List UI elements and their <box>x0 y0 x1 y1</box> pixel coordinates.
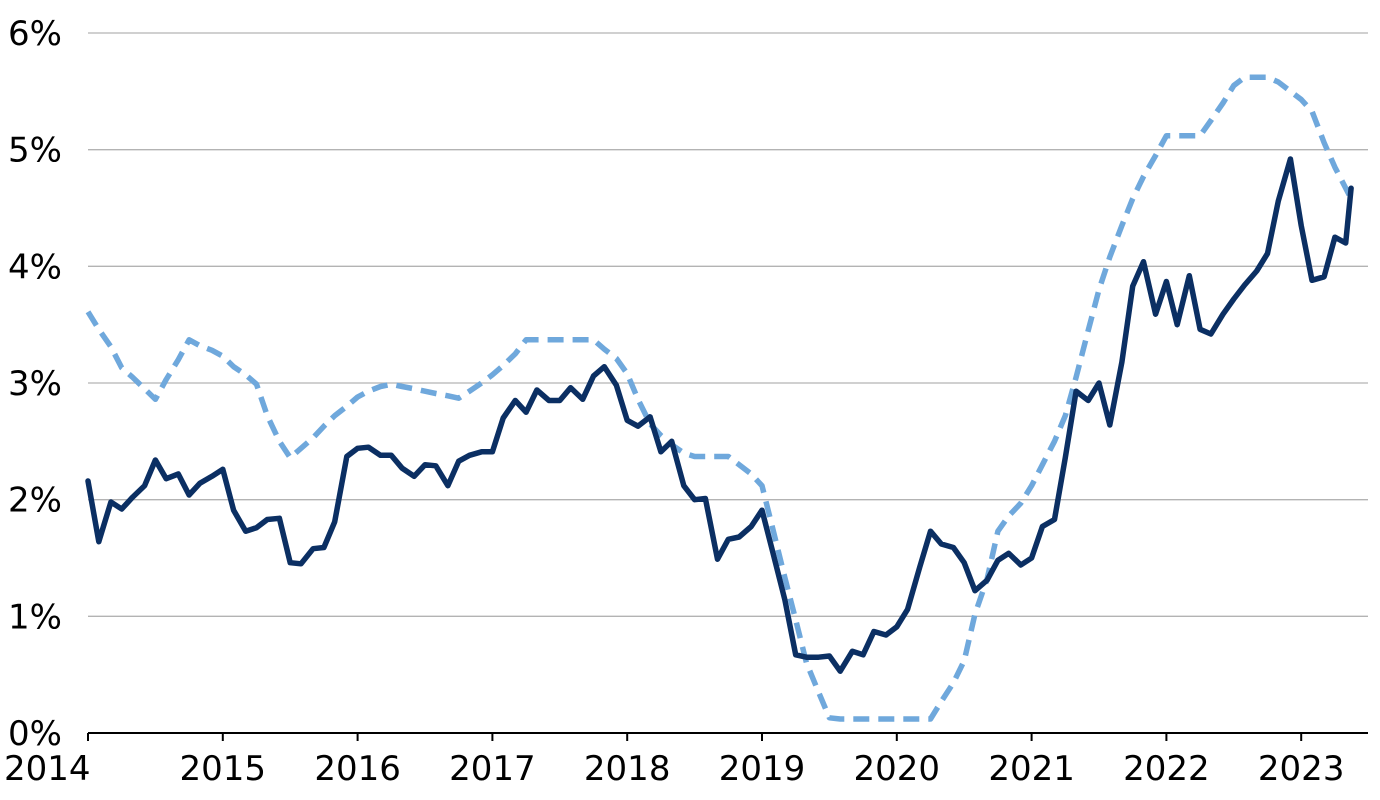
axes <box>87 732 1368 741</box>
x-tick-label: 2020 <box>854 749 941 789</box>
x-tick-label: 2018 <box>584 749 671 789</box>
x-tick-label: 2023 <box>1258 749 1345 789</box>
x-tick-label: 2022 <box>1123 749 1210 789</box>
tick-labels: 0% 1% 2% 3% 4% 5% 6% 2014 2015 2016 2017 2018 2019 20… <box>4 14 1344 789</box>
x-tick-label: 2021 <box>988 749 1075 789</box>
x-tick-label: 2016 <box>314 749 401 789</box>
x-tick-label: 2017 <box>449 749 536 789</box>
y-tick-label: 1% <box>8 597 62 637</box>
series-group <box>85 74 1354 722</box>
y-tick-label: 4% <box>8 247 62 287</box>
y-tick-label: 0% <box>8 714 62 754</box>
x-tick-label: 2019 <box>719 749 806 789</box>
x-tick-label: 2015 <box>180 749 267 789</box>
y-tick-label: 6% <box>8 14 62 54</box>
gridlines <box>88 32 1368 617</box>
y-tick-label: 2% <box>8 481 62 521</box>
series-line-dashed <box>85 74 1354 722</box>
y-tick-label: 3% <box>8 364 62 404</box>
y-tick-label: 5% <box>8 131 62 171</box>
series-line-solid <box>85 156 1354 674</box>
x-tick-label: 2014 <box>4 749 91 789</box>
